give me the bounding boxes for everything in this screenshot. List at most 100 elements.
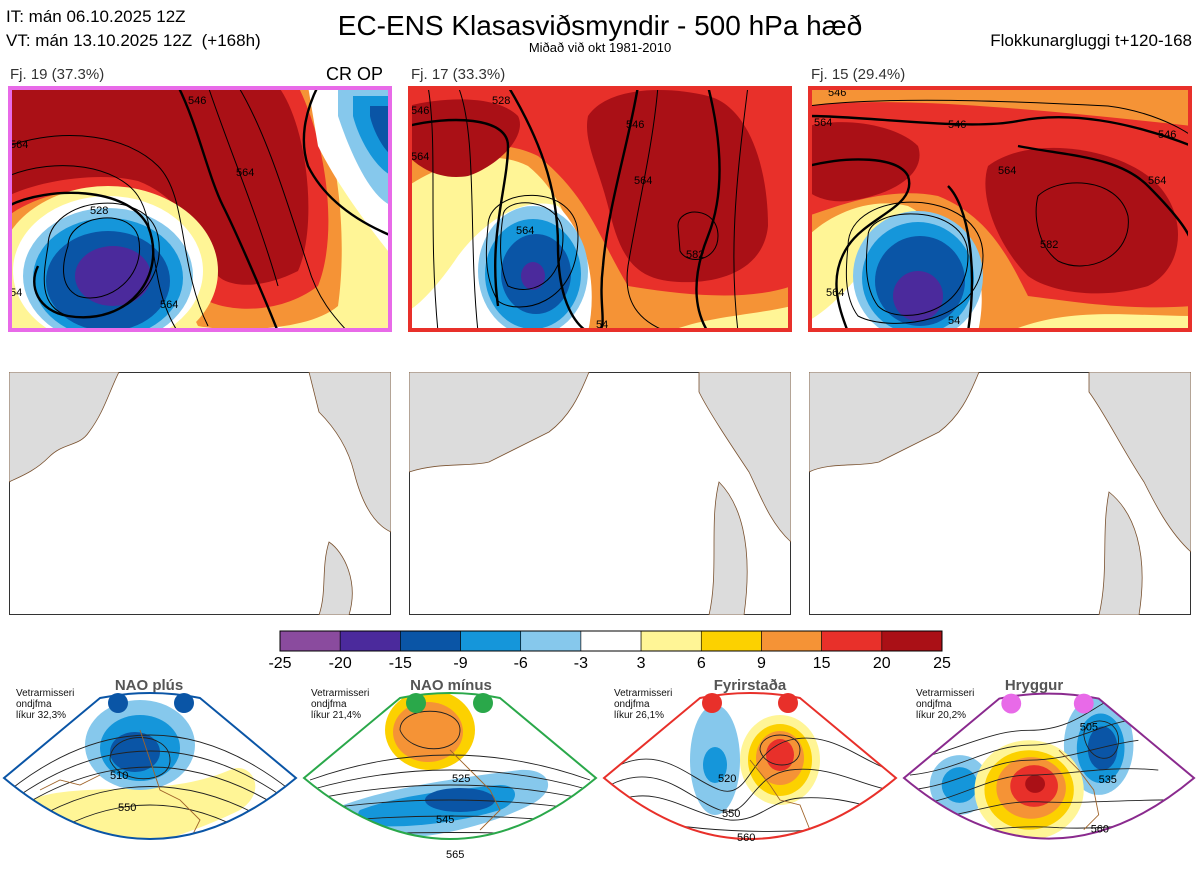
regime-1-note-line2: ondjfma — [16, 699, 52, 710]
cluster-1-label-564-c: 564 — [160, 299, 178, 311]
cluster-1-label-528: 528 — [90, 205, 108, 217]
regime-1-label-510: 510 — [110, 770, 128, 782]
colorbar-cell — [279, 630, 341, 652]
regime-4-label-505: 505 — [1080, 721, 1098, 733]
regime-4-note-line2: ondjfma — [916, 699, 952, 710]
colorbar-tick-label: 20 — [872, 655, 891, 672]
cluster-map-3: 546 564 546 564 564 546 582 564 54 — [808, 86, 1192, 332]
regime-2-note-line1: Vetrarmisseri — [311, 688, 370, 699]
cluster-2-label-546-b: 546 — [626, 119, 644, 131]
cluster-3-frame — [808, 86, 1192, 332]
cluster-3-label-54: 54 — [948, 315, 960, 327]
page-subtitle: Miðað við okt 1981-2010 — [528, 40, 672, 55]
regime-1-note-line1: Vetrarmisseri — [16, 688, 75, 699]
colorbar-tick-label: 15 — [812, 655, 831, 672]
regime-map-ridge: 505 535 560 — [902, 692, 1196, 840]
cluster-1-frame — [8, 86, 392, 332]
colorbar-cell — [460, 630, 522, 652]
regime-3-frame — [602, 692, 898, 840]
cluster-2-label-564-b: 564 — [411, 151, 429, 163]
cluster-1-label-546: 546 — [188, 95, 206, 107]
colorbar-tick-label: -3 — [573, 655, 589, 672]
regime-3-title: Fyrirstaða — [713, 677, 787, 694]
cluster-label-1: Fj. 19 (37.3%) — [10, 66, 105, 83]
regime-3-note: Vetrarmisseri ondjfma líkur 26,1% — [614, 688, 672, 721]
regime-4-frame — [902, 692, 1196, 840]
page-title: EC-ENS Klasasviðsmyndir - 500 hPa hæð — [337, 10, 863, 41]
colorbar-cell — [400, 630, 461, 652]
colorbar-tick-label: -15 — [388, 655, 412, 672]
regime-2-dot-right — [473, 693, 493, 713]
colorbar-tick-label: -9 — [453, 655, 468, 672]
cluster-2-label-564-c: 564 — [516, 225, 534, 237]
colorbar-cell — [881, 630, 943, 652]
base-map-3 — [809, 372, 1191, 615]
regime-4-dot-right — [1073, 693, 1094, 714]
cluster-2-label-564-a: 564 — [634, 175, 652, 187]
regime-1-dot-right — [174, 693, 194, 713]
regime-map-nao-minus: 525 545 565 — [302, 692, 598, 861]
regime-3-label-560: 560 — [737, 832, 755, 844]
regime-4-label-535: 535 — [1099, 774, 1117, 786]
regime-2-note: Vetrarmisseri ondjfma líkur 21,4% — [311, 688, 369, 721]
regime-3-dot-left — [702, 693, 722, 713]
regime-4-dot-left — [1001, 693, 1022, 714]
colorbar-tick-label: 3 — [636, 655, 646, 672]
colorbar-tick-label: 6 — [696, 655, 706, 672]
valid-time: VT: mán 13.10.2025 12Z (+168h) — [6, 31, 261, 50]
cluster-3-label-564-a: 564 — [814, 117, 832, 129]
cluster-map-2: 546 528 546 564 582 564 564 54 — [408, 86, 792, 332]
colorbar-cell — [339, 630, 401, 652]
regime-3-note-line2: ondjfma — [614, 699, 650, 710]
colorbar-cell — [580, 630, 642, 652]
regime-2-label-525: 525 — [452, 773, 470, 785]
regime-2-dot-left — [406, 693, 426, 713]
regime-2-frame — [302, 692, 598, 840]
cluster-3-label-546-c: 546 — [1158, 129, 1176, 141]
regime-2-label-565: 565 — [446, 849, 464, 861]
regime-3-note-line3: líkur 26,1% — [614, 710, 665, 721]
regime-2-label-545: 545 — [436, 814, 454, 826]
cluster-3-label-564-b: 564 — [998, 165, 1016, 177]
colorbar-cell — [640, 630, 702, 652]
regime-1-frame — [2, 692, 298, 840]
colorbar-tick-label: -20 — [328, 655, 352, 672]
cluster-label-2: Fj. 17 (33.3%) — [411, 66, 506, 83]
base-map-1 — [9, 372, 391, 615]
regime-2-note-line3: líkur 21,4% — [311, 710, 362, 721]
colorbar-cell — [761, 630, 822, 652]
cluster-2-label-528: 528 — [492, 95, 510, 107]
regime-map-nao-plus: 510 550 — [2, 692, 298, 840]
cluster-1-label-54: 54 — [10, 287, 22, 299]
colorbar-tick-label: 25 — [933, 655, 951, 672]
cluster-3-label-564-c: 564 — [1148, 175, 1166, 187]
cluster-1-label-564-b: 564 — [10, 139, 28, 151]
colorbar-cell — [520, 630, 582, 652]
regime-1-dot-left — [108, 693, 128, 713]
crop-label: CR OP — [326, 64, 384, 84]
colorbar-cell — [700, 630, 762, 652]
regime-3-dot-right — [778, 693, 798, 713]
cluster-map-1: 528 546 564 564 564 54 — [8, 86, 392, 332]
regime-4-note: Vetrarmisseri ondjfma líkur 20,2% — [916, 688, 974, 721]
regime-4-note-line3: líkur 20,2% — [916, 710, 967, 721]
regime-1-title: NAO plús — [114, 677, 184, 694]
colorbar — [279, 630, 943, 652]
regime-3-note-line1: Vetrarmisseri — [614, 688, 673, 699]
regime-4-note-line1: Vetrarmisseri — [916, 688, 975, 699]
colorbar-tick-label: -25 — [268, 655, 292, 672]
regime-1-note-line3: líkur 32,3% — [16, 710, 67, 721]
cluster-2-label-582: 582 — [686, 249, 704, 261]
init-time: IT: mán 06.10.2025 12Z — [6, 7, 186, 26]
regime-1-label-550: 550 — [118, 802, 136, 814]
colorbar-cell — [821, 630, 883, 652]
cluster-2-label-546-a: 546 — [411, 105, 429, 117]
regime-3-label-520: 520 — [718, 773, 736, 785]
cluster-3-label-546-b: 546 — [948, 119, 966, 131]
cluster-2-frame — [408, 86, 792, 332]
regime-4-title: Hryggur — [1004, 677, 1064, 694]
regime-2-title: NAO mínus — [410, 677, 492, 694]
regime-3-label-550: 550 — [722, 808, 740, 820]
colorbar-tick-label: -6 — [513, 655, 528, 672]
colorbar-tick-label: 9 — [757, 655, 766, 672]
